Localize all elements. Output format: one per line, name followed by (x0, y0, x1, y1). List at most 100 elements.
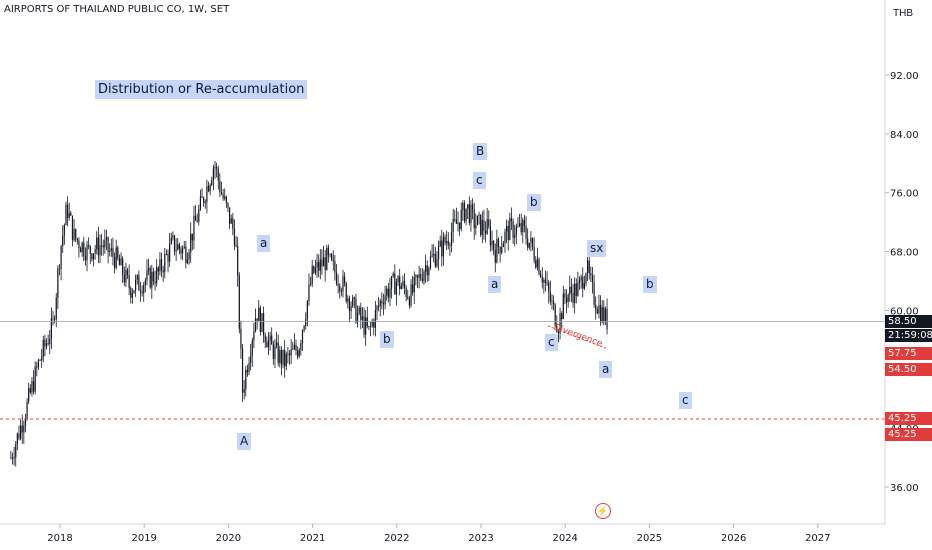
candle-body (309, 284, 312, 285)
wave-label-a2[interactable]: a (488, 276, 502, 293)
y-tick-label: 76.00 (890, 189, 919, 200)
candle-body (551, 300, 553, 302)
candle-body (91, 253, 93, 260)
candle-body (318, 262, 320, 271)
candle-body (334, 261, 336, 273)
candle-body (13, 457, 15, 459)
candle-body (266, 342, 268, 348)
candle-body (429, 256, 432, 269)
candle-body (381, 300, 383, 303)
candle-body (339, 285, 341, 292)
candle-body (253, 331, 255, 341)
candle-body (272, 344, 274, 359)
wave-label-B[interactable]: B (473, 143, 488, 160)
candle-body (507, 226, 509, 241)
candle-body (130, 288, 132, 298)
candle-body (585, 273, 587, 284)
candle-body (113, 256, 116, 268)
candle-body (447, 241, 449, 246)
y-tick-label: 84.00 (890, 130, 919, 141)
candle-body (425, 265, 427, 272)
candle-body (335, 272, 338, 284)
candle-body (258, 307, 260, 321)
candle-body (363, 316, 365, 335)
candle-body (449, 245, 451, 247)
candle-body (473, 209, 475, 229)
candle-body (68, 212, 70, 218)
candle-body (389, 288, 391, 298)
candle-body (32, 381, 35, 392)
candle-body (303, 325, 305, 331)
candle-body (225, 196, 227, 203)
wave-label-c2[interactable]: c (545, 334, 558, 351)
wave-label-b1[interactable]: b (380, 331, 394, 348)
candle-body (444, 236, 446, 243)
distribution-note[interactable]: Distribution or Re-accumulation (95, 80, 308, 99)
candle-body (94, 249, 96, 254)
candle-body (421, 278, 423, 281)
candle-body (483, 220, 485, 231)
wave-label-a3[interactable]: a (599, 361, 613, 378)
candle-body (313, 266, 315, 273)
candle-body (322, 257, 325, 267)
candle-body (347, 298, 349, 302)
candle-body (441, 240, 443, 257)
x-tick-label: 2022 (384, 533, 409, 544)
wave-label-c3[interactable]: c (679, 392, 692, 409)
candle-body (371, 321, 373, 326)
candle-body (361, 316, 364, 320)
candle-body (71, 215, 74, 241)
candles (10, 160, 608, 467)
currency-label[interactable]: THB (893, 8, 913, 19)
candle-body (321, 259, 323, 267)
candle-body (549, 291, 551, 302)
candle-body (219, 180, 221, 193)
candle-body (386, 288, 388, 296)
candle-body (517, 225, 519, 227)
candle-body (65, 204, 67, 225)
wave-label-b2[interactable]: b (527, 194, 541, 211)
wave-label-a1[interactable]: a (257, 235, 271, 252)
candle-body (455, 219, 457, 224)
candle-body (241, 348, 244, 393)
candle-body (536, 259, 538, 268)
candle-body (478, 214, 480, 216)
candle-body (497, 239, 500, 247)
candle-body (402, 281, 404, 287)
candle-body (410, 284, 412, 306)
candle-body (559, 313, 561, 334)
candle-body (583, 283, 585, 289)
candle-body (183, 246, 185, 248)
lightning-icon[interactable]: ⚡ (595, 503, 611, 519)
candle-body (392, 273, 394, 277)
candle-body (284, 349, 286, 367)
candle-body (546, 282, 548, 284)
candle-body (118, 258, 121, 266)
candle-body (191, 233, 193, 241)
candle-body (316, 262, 318, 268)
wave-label-c1[interactable]: c (473, 172, 486, 189)
wave-label-sx[interactable]: sx (587, 240, 607, 257)
candle-body (462, 202, 464, 211)
x-tick-label: 2027 (805, 533, 830, 544)
chart-title: AIRPORTS OF THAILAND PUBLIC CO, 1W, SET (4, 4, 230, 15)
candle-body (599, 305, 602, 323)
candle-body (248, 362, 250, 373)
candle-body (397, 276, 399, 283)
candle-body (337, 283, 339, 286)
candle-body (433, 253, 435, 256)
candle-body (26, 401, 28, 419)
candle-body (471, 204, 474, 210)
candle-body (548, 282, 550, 292)
candle-body (182, 247, 184, 254)
wave-label-A[interactable]: A (237, 433, 252, 450)
candle-body (314, 267, 317, 273)
candle-body (246, 369, 249, 373)
candle-body (63, 224, 65, 236)
candle-body (515, 226, 517, 236)
candle-body (365, 317, 367, 335)
candle-body (115, 247, 117, 268)
wave-label-b3[interactable]: b (643, 276, 657, 293)
candle-body (603, 307, 605, 322)
candle-body (437, 246, 440, 260)
